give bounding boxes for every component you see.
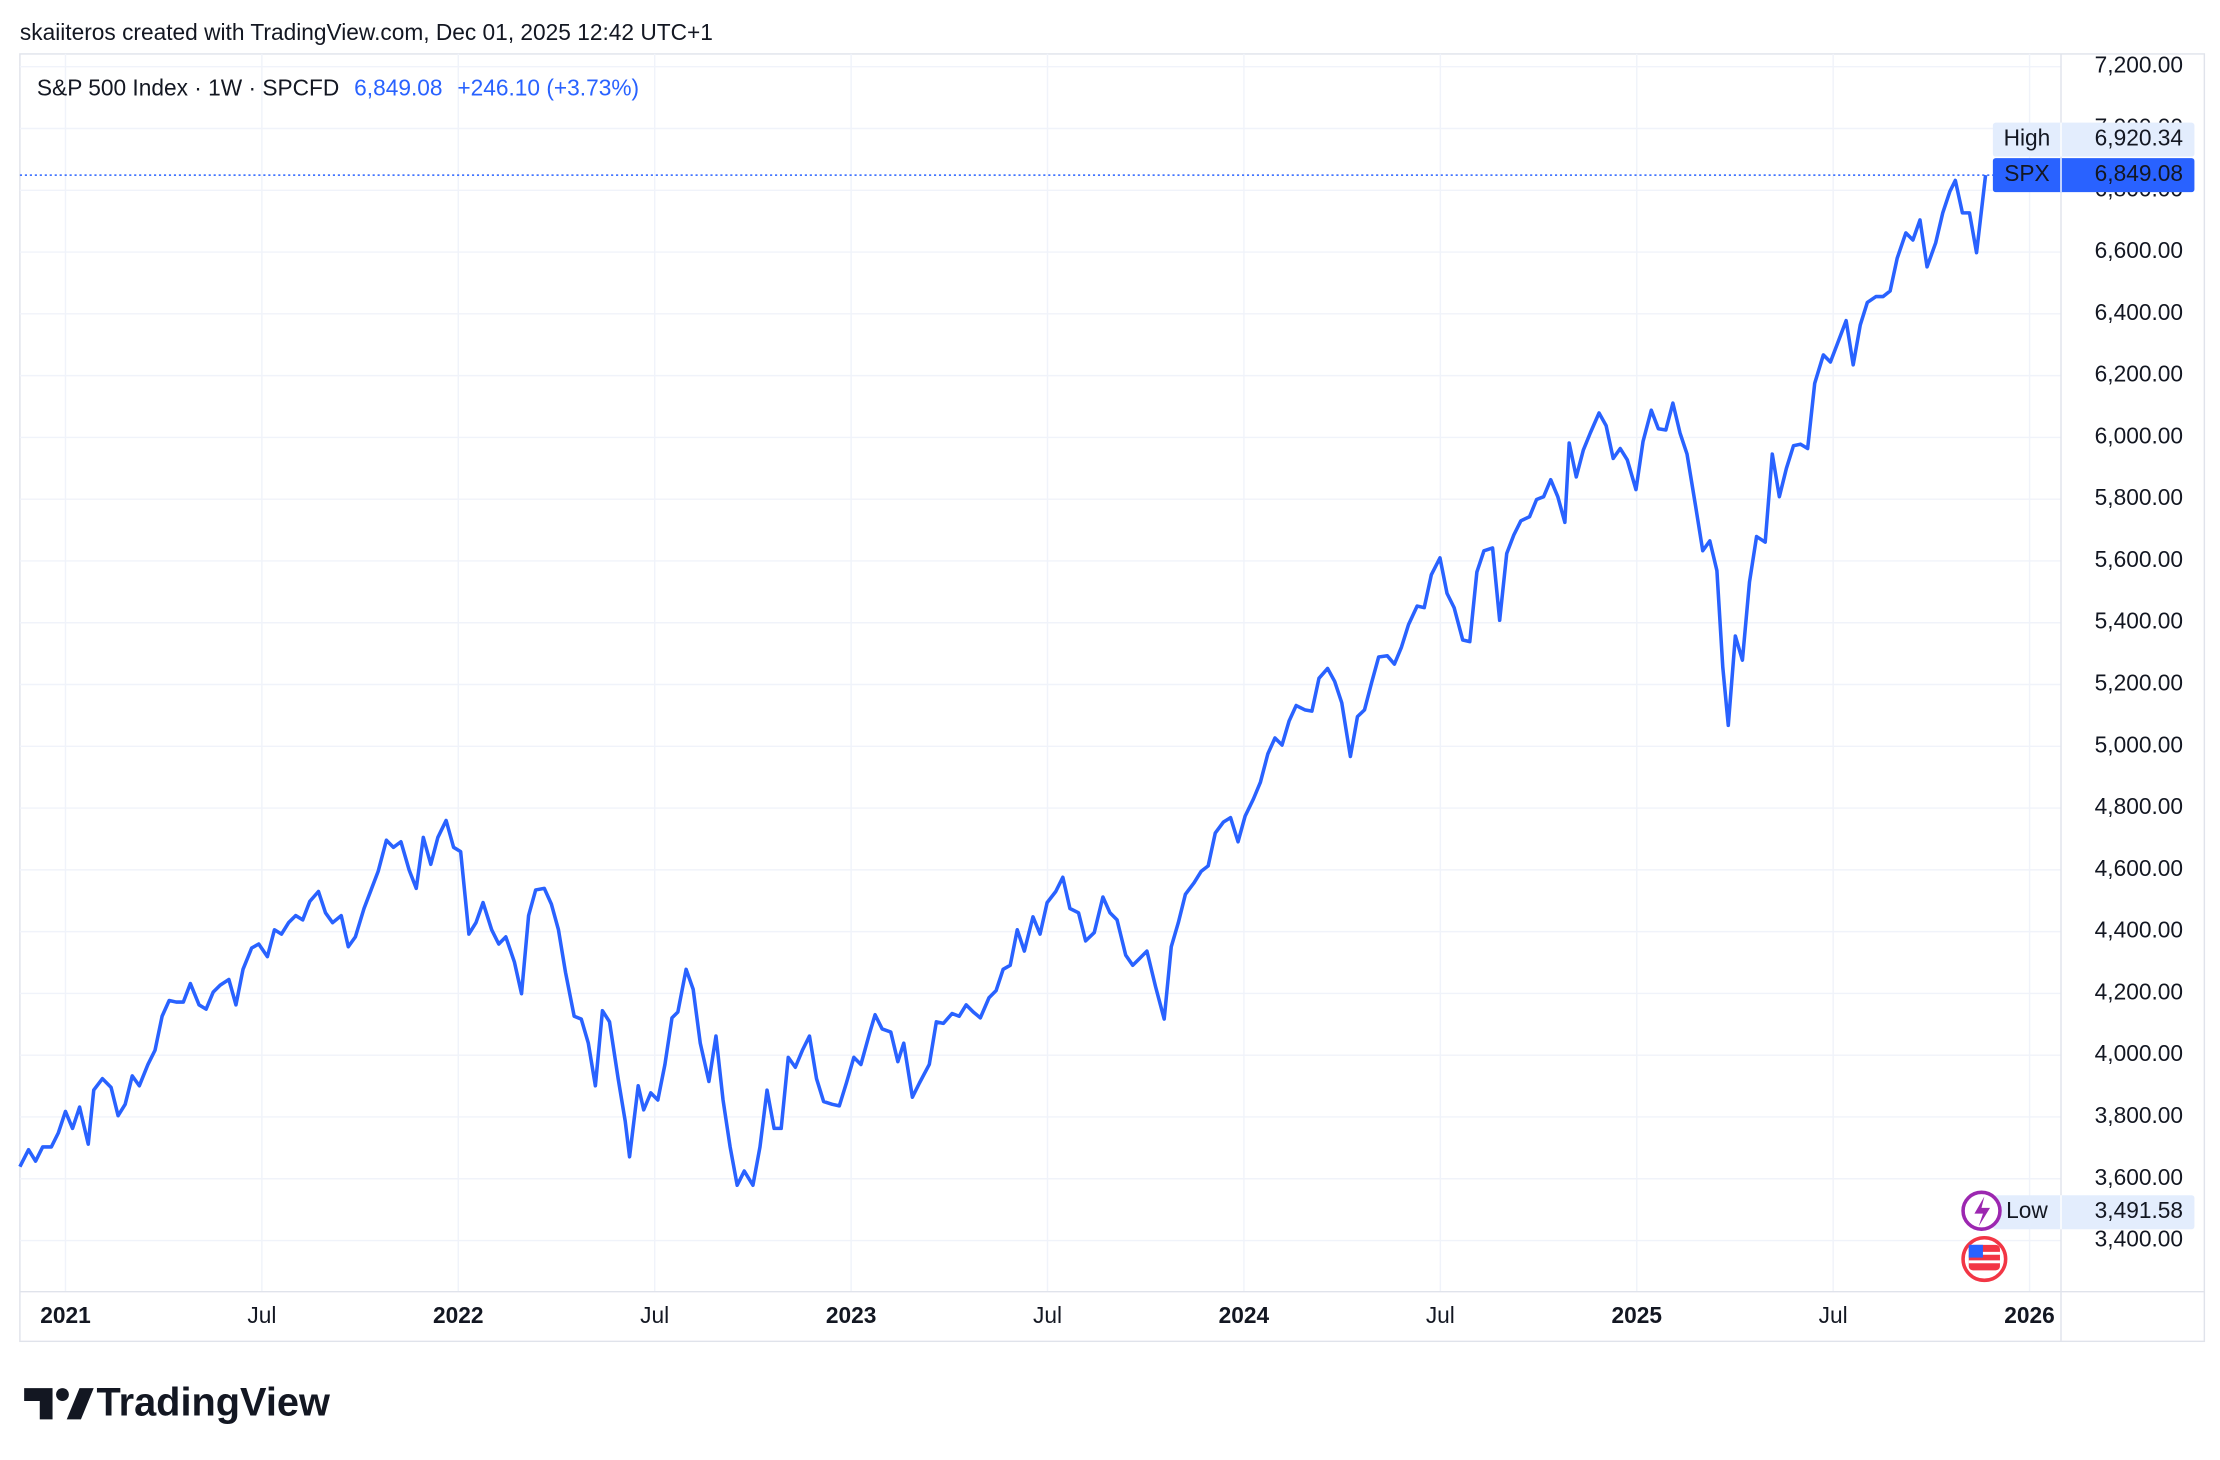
y-tick-label: 5,200.00 bbox=[2095, 670, 2183, 696]
price-change: +246.10 (+3.73%) bbox=[457, 74, 639, 100]
y-tick-label: 6,200.00 bbox=[2095, 361, 2183, 387]
plot-area bbox=[18, 174, 2062, 1188]
low-label-box bbox=[1992, 1195, 2195, 1230]
flag-canton bbox=[1968, 1244, 1983, 1258]
symbol-title: S&P 500 Index · 1W · SPCFD bbox=[37, 74, 339, 100]
icon-bolt bbox=[1974, 1196, 1991, 1227]
last-price: 6,849.08 bbox=[354, 74, 442, 100]
y-tick-label: 6,000.00 bbox=[2095, 422, 2183, 448]
y-tick-label: 5,000.00 bbox=[2095, 731, 2183, 757]
y-tick-label: 7,200.00 bbox=[2095, 52, 2183, 78]
y-tick-label: 4,000.00 bbox=[2095, 1040, 2183, 1066]
y-tick-label: 5,400.00 bbox=[2095, 608, 2183, 634]
y-tick-label: 3,600.00 bbox=[2095, 1164, 2183, 1190]
high-label-box bbox=[1992, 122, 2195, 157]
y-tick-label: 3,800.00 bbox=[2095, 1102, 2183, 1128]
logo: TradingView bbox=[24, 1381, 330, 1425]
logo-mark bbox=[24, 1388, 53, 1420]
logo-text: TradingView bbox=[97, 1381, 330, 1425]
y-tick-label: 4,400.00 bbox=[2095, 917, 2183, 943]
y-tick-label: 4,200.00 bbox=[2095, 978, 2183, 1004]
y-tick-label: 6,600.00 bbox=[2095, 237, 2183, 263]
x-tick-label: 2026 bbox=[2004, 1302, 2055, 1328]
y-tick-label: 4,800.00 bbox=[2095, 793, 2183, 819]
last-price-label-box bbox=[1992, 158, 2195, 193]
last-price-label-name: SPX bbox=[2004, 160, 2049, 186]
flag-icon bbox=[1961, 1235, 2008, 1283]
last-price-label-value: 6,849.08 bbox=[2095, 160, 2183, 186]
x-tick-label: Jul bbox=[1033, 1302, 1062, 1328]
attribution: skaiiteros created with TradingView.com,… bbox=[20, 19, 713, 45]
axes: 3,400.00 3,600.00 3,800.00 4,000.00 4,200.00… bbox=[19, 52, 2205, 1342]
x-tick-label: 2024 bbox=[1219, 1302, 1270, 1328]
x-tick-label: Jul bbox=[1819, 1302, 1848, 1328]
y-tick-label: 3,400.00 bbox=[2095, 1226, 2183, 1252]
low-label-value: 3,491.58 bbox=[2095, 1197, 2183, 1223]
x-tick-label: Jul bbox=[1426, 1302, 1455, 1328]
x-tick-label: Jul bbox=[640, 1302, 669, 1328]
x-tick-label: 2025 bbox=[1611, 1302, 1662, 1328]
x-tick-label: 2022 bbox=[433, 1302, 484, 1328]
chart-frame bbox=[19, 53, 2206, 1343]
price-line bbox=[18, 174, 1988, 1188]
logo-slash bbox=[66, 1388, 94, 1420]
y-tick-label: 5,800.00 bbox=[2095, 484, 2183, 510]
grid bbox=[19, 53, 2062, 1292]
y-tick-label: 5,600.00 bbox=[2095, 546, 2183, 572]
x-tick-label: 2023 bbox=[826, 1302, 877, 1328]
low-label-name: Low bbox=[2006, 1197, 2048, 1223]
y-tick-label: 6,400.00 bbox=[2095, 299, 2183, 325]
logo-dot bbox=[56, 1388, 69, 1401]
x-tick-label: Jul bbox=[247, 1302, 276, 1328]
high-label-name: High bbox=[2004, 125, 2051, 151]
x-tick-label: 2021 bbox=[40, 1302, 91, 1328]
y-tick-label: 4,600.00 bbox=[2095, 855, 2183, 881]
legend: S&P 500 Index · 1W · SPCFD 6,849.08 +246… bbox=[37, 74, 639, 100]
high-label-value: 6,920.34 bbox=[2095, 125, 2183, 151]
event-icon bbox=[1961, 1190, 2002, 1231]
